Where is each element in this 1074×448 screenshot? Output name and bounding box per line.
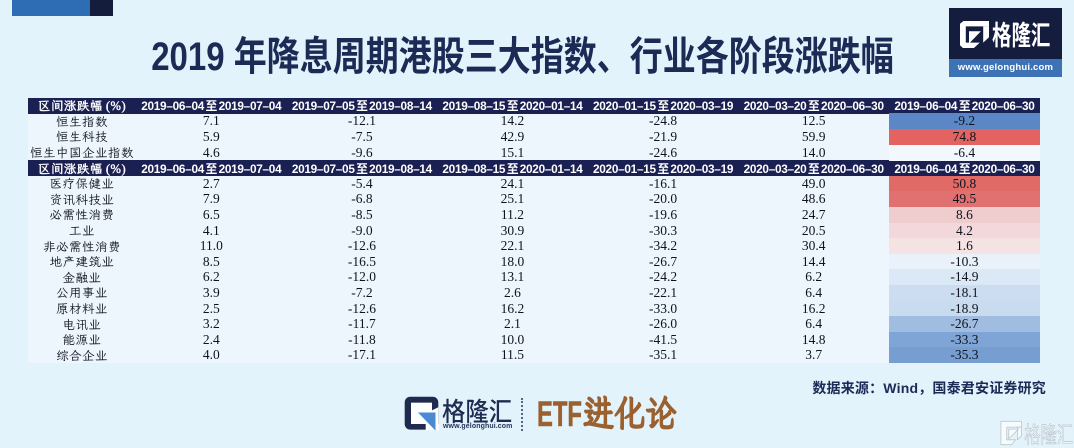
svg-text:格隆汇: 格隆汇 [1024, 419, 1073, 447]
